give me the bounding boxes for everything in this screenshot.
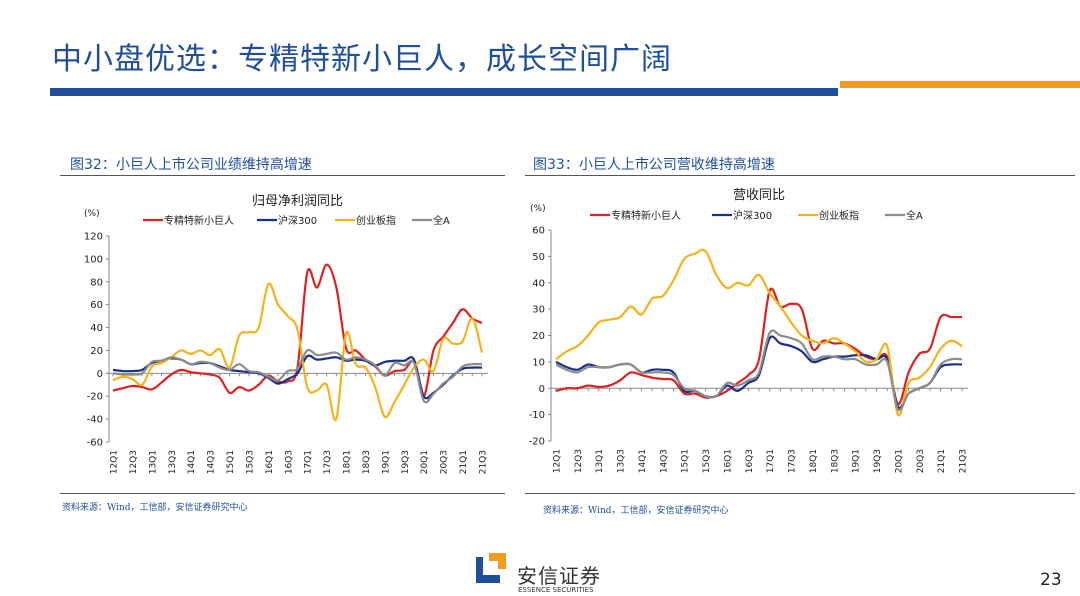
- series-line-0: [555, 287, 962, 406]
- legend-label: 专精特新小巨人: [164, 214, 234, 227]
- x-tick-label: 16Q1: [265, 450, 275, 474]
- x-tick-label: 19Q3: [873, 449, 883, 473]
- x-tick-label: 15Q1: [226, 450, 236, 474]
- page-number: 23: [1040, 570, 1062, 590]
- x-tick-label: 21Q3: [959, 449, 969, 473]
- y-tick-label: 30: [532, 305, 545, 316]
- x-tick-label: 12Q1: [553, 449, 563, 473]
- x-tick-label: 20Q1: [420, 450, 430, 474]
- x-tick-label: 12Q3: [129, 450, 139, 474]
- x-tick-label: 16Q3: [745, 449, 755, 473]
- y-tick-label: -20: [529, 437, 545, 448]
- chart-title: 归母净利润同比: [252, 194, 343, 209]
- legend-label: 全A: [906, 209, 923, 222]
- x-tick-label: 18Q1: [343, 450, 353, 474]
- figure-33-caption: 图33：小巨人上市公司营收维持高增速: [533, 157, 775, 173]
- x-tick-label: 19Q3: [401, 450, 411, 474]
- y-unit-label: (%): [84, 209, 100, 219]
- y-tick-label: 40: [90, 323, 103, 334]
- y-tick-label: 100: [84, 254, 103, 265]
- x-tick-label: 16Q3: [284, 450, 294, 474]
- x-tick-label: 15Q3: [702, 449, 712, 473]
- x-tick-label: 12Q1: [110, 450, 120, 474]
- y-tick-label: 10: [532, 357, 545, 368]
- x-tick-label: 20Q3: [916, 449, 926, 473]
- x-tick-label: 13Q3: [617, 449, 627, 473]
- x-tick-label: 17Q3: [788, 449, 798, 473]
- x-tick-label: 16Q1: [723, 449, 733, 473]
- figure-32-source: 资料来源：Wind，工信部，安信证券研究中心: [62, 503, 248, 513]
- x-tick-label: 17Q1: [304, 450, 314, 474]
- y-tick-label: -40: [87, 415, 103, 426]
- logo-text-cn: 安信证券: [517, 564, 601, 588]
- y-tick-label: 120: [84, 232, 103, 243]
- x-tick-label: 20Q1: [894, 449, 904, 473]
- x-tick-label: 14Q1: [187, 450, 197, 474]
- y-tick-label: 20: [90, 346, 103, 357]
- x-tick-label: 15Q3: [245, 450, 255, 474]
- y-tick-label: 80: [90, 277, 103, 288]
- x-tick-label: 18Q3: [362, 450, 372, 474]
- y-unit-label: (%): [530, 204, 546, 214]
- x-tick-label: 18Q1: [809, 449, 819, 473]
- divider: [60, 493, 505, 494]
- x-tick-label: 21Q3: [479, 450, 489, 474]
- series-line-2: [112, 282, 484, 422]
- x-tick-label: 14Q3: [207, 450, 217, 474]
- y-tick-label: 20: [532, 331, 545, 342]
- y-tick-label: 60: [90, 300, 103, 311]
- x-tick-label: 19Q1: [381, 450, 391, 474]
- x-tick-label: 20Q3: [440, 450, 450, 474]
- series-line-3: [112, 348, 483, 404]
- y-tick-label: 60: [532, 226, 545, 237]
- title-underline-blue: [50, 88, 838, 96]
- legend-label: 全A: [433, 214, 450, 227]
- series-line-3: [555, 329, 963, 412]
- legend-label: 创业板指: [356, 214, 396, 227]
- chart-title: 营收同比: [733, 188, 785, 203]
- legend-label: 沪深300: [278, 214, 317, 227]
- essence-logo-icon: [476, 553, 506, 583]
- title-underline-orange: [840, 81, 1080, 88]
- y-tick-label: -20: [87, 392, 103, 403]
- legend-label: 沪深300: [733, 209, 772, 222]
- x-tick-label: 17Q3: [323, 450, 333, 474]
- legend-label: 专精特新小巨人: [611, 209, 681, 222]
- x-tick-label: 14Q3: [659, 449, 669, 473]
- x-tick-label: 13Q1: [148, 450, 158, 474]
- x-tick-label: 14Q1: [638, 449, 648, 473]
- y-tick-label: 0: [97, 369, 103, 380]
- y-tick-label: 50: [532, 252, 545, 263]
- x-tick-label: 13Q3: [168, 450, 178, 474]
- y-tick-label: 40: [532, 278, 545, 289]
- divider: [60, 175, 505, 176]
- y-tick-label: -60: [87, 438, 103, 449]
- y-tick-label: 0: [539, 384, 545, 395]
- figure-33-source: 资料来源：Wind，工信部，安信证券研究中心: [543, 506, 729, 516]
- figure-32-caption: 图32：小巨人上市公司业绩维持高增速: [70, 157, 312, 173]
- x-tick-label: 21Q1: [937, 449, 947, 473]
- x-tick-label: 19Q1: [852, 449, 862, 473]
- x-tick-label: 13Q1: [595, 449, 605, 473]
- x-tick-label: 17Q1: [766, 449, 776, 473]
- y-tick-label: -10: [529, 410, 545, 421]
- legend-label: 创业板指: [819, 209, 859, 222]
- divider: [525, 493, 1075, 494]
- x-tick-label: 12Q3: [574, 449, 584, 473]
- x-tick-label: 15Q1: [681, 449, 691, 473]
- x-tick-label: 21Q1: [459, 450, 469, 474]
- x-tick-label: 18Q3: [830, 449, 840, 473]
- page-title: 中小盘优选：专精特新小巨人，成长空间广阔: [52, 42, 672, 77]
- logo-text-en: ESSENCE SECURITIES: [518, 586, 594, 594]
- divider: [525, 175, 1075, 176]
